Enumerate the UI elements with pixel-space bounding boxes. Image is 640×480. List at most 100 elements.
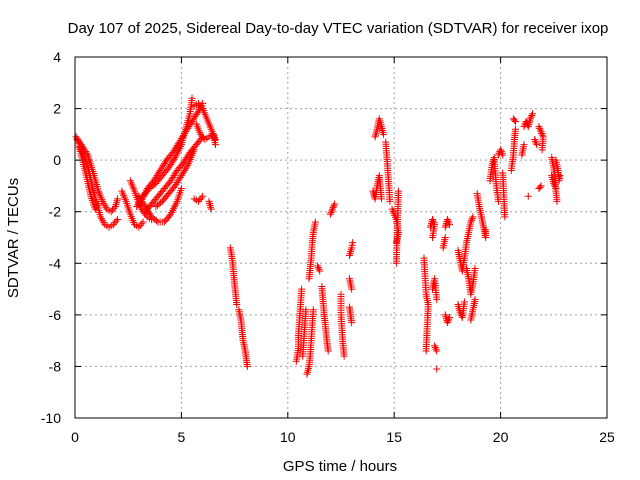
data-point bbox=[199, 192, 207, 200]
y-tick-label: 2 bbox=[53, 101, 61, 117]
data-point bbox=[157, 199, 165, 207]
data-point bbox=[501, 213, 509, 221]
data-point bbox=[94, 200, 102, 208]
data-point bbox=[444, 317, 452, 325]
data-point bbox=[136, 221, 144, 229]
data-point bbox=[510, 116, 518, 124]
data-point bbox=[197, 130, 205, 138]
x-tick-labels: 0 5 10 15 20 25 bbox=[71, 429, 615, 445]
data-point bbox=[551, 183, 559, 191]
data-point bbox=[531, 136, 539, 144]
data-point bbox=[109, 221, 117, 229]
data-point bbox=[193, 109, 201, 117]
data-point bbox=[538, 131, 546, 139]
data-point bbox=[471, 264, 479, 272]
data-point bbox=[532, 139, 540, 147]
data-point bbox=[445, 219, 453, 227]
data-point bbox=[207, 205, 215, 213]
data-point bbox=[538, 129, 546, 137]
data-point bbox=[139, 218, 147, 226]
data-point bbox=[170, 155, 178, 163]
data-point bbox=[446, 313, 454, 321]
data-point bbox=[198, 132, 206, 140]
data-point bbox=[315, 265, 323, 273]
data-point bbox=[445, 315, 453, 323]
data-point bbox=[520, 141, 528, 149]
data-point bbox=[114, 195, 122, 203]
y-tick-label: 0 bbox=[53, 152, 61, 168]
data-point bbox=[380, 130, 388, 138]
data-point bbox=[446, 221, 454, 229]
data-point bbox=[327, 209, 335, 217]
data-point bbox=[527, 113, 535, 121]
data-point bbox=[348, 285, 356, 293]
data-point bbox=[460, 298, 468, 306]
data-point bbox=[433, 347, 441, 355]
data-point bbox=[302, 306, 310, 314]
data-point bbox=[471, 295, 479, 303]
data-point bbox=[553, 197, 561, 205]
data-point bbox=[511, 125, 519, 133]
data-point bbox=[197, 103, 205, 111]
data-point bbox=[309, 306, 317, 314]
data-point bbox=[211, 141, 219, 149]
data-point bbox=[551, 181, 559, 189]
data-point bbox=[330, 202, 338, 210]
data-point bbox=[93, 202, 101, 210]
data-point bbox=[499, 151, 507, 159]
data-point bbox=[531, 137, 539, 145]
y-tick-label: 4 bbox=[53, 49, 61, 65]
data-point bbox=[536, 124, 544, 132]
data-point bbox=[340, 352, 348, 360]
data-point bbox=[349, 239, 357, 247]
data-point bbox=[331, 200, 339, 208]
data-point bbox=[443, 319, 451, 327]
data-point bbox=[314, 262, 322, 270]
data-point bbox=[536, 126, 544, 134]
x-tick-label: 25 bbox=[599, 429, 615, 445]
data-point bbox=[177, 185, 185, 193]
data-point bbox=[197, 194, 205, 202]
data-point bbox=[468, 215, 476, 223]
data-point bbox=[443, 215, 451, 223]
x-axis-title: GPS time / hours bbox=[283, 458, 397, 475]
data-point bbox=[109, 206, 117, 214]
y-axis-title: SDTVAR / TECUs bbox=[5, 178, 22, 298]
data-point bbox=[377, 195, 385, 203]
data-point bbox=[422, 347, 430, 355]
data-point bbox=[348, 319, 356, 327]
y-tick-label: -6 bbox=[49, 307, 62, 323]
y-tick-labels: -10 -8 -6 -4 -2 0 2 4 bbox=[41, 49, 61, 426]
data-point bbox=[528, 111, 536, 119]
data-point bbox=[529, 110, 537, 118]
data-point bbox=[138, 220, 146, 228]
y-tick-label: -10 bbox=[41, 410, 61, 426]
data-point bbox=[429, 215, 437, 223]
y-tick-label: -4 bbox=[49, 255, 62, 271]
data-point bbox=[188, 94, 196, 102]
data-point bbox=[328, 205, 336, 213]
data-point bbox=[469, 213, 477, 221]
data-point bbox=[441, 234, 449, 241]
data-point bbox=[433, 295, 441, 303]
data-point bbox=[328, 207, 336, 215]
data-point bbox=[298, 285, 306, 293]
data-points bbox=[72, 94, 564, 378]
data-point bbox=[431, 342, 439, 350]
data-point bbox=[243, 362, 251, 370]
y-tick-label: -2 bbox=[49, 204, 62, 220]
data-point bbox=[311, 218, 319, 226]
data-point bbox=[535, 123, 543, 131]
data-point bbox=[386, 197, 394, 205]
data-point bbox=[497, 146, 505, 154]
data-point bbox=[324, 347, 332, 355]
data-point bbox=[233, 301, 241, 309]
data-point bbox=[112, 217, 120, 225]
data-point bbox=[190, 146, 198, 154]
data-point bbox=[550, 179, 558, 187]
data-point bbox=[114, 215, 122, 223]
data-point bbox=[194, 99, 202, 107]
data-point bbox=[482, 226, 490, 234]
